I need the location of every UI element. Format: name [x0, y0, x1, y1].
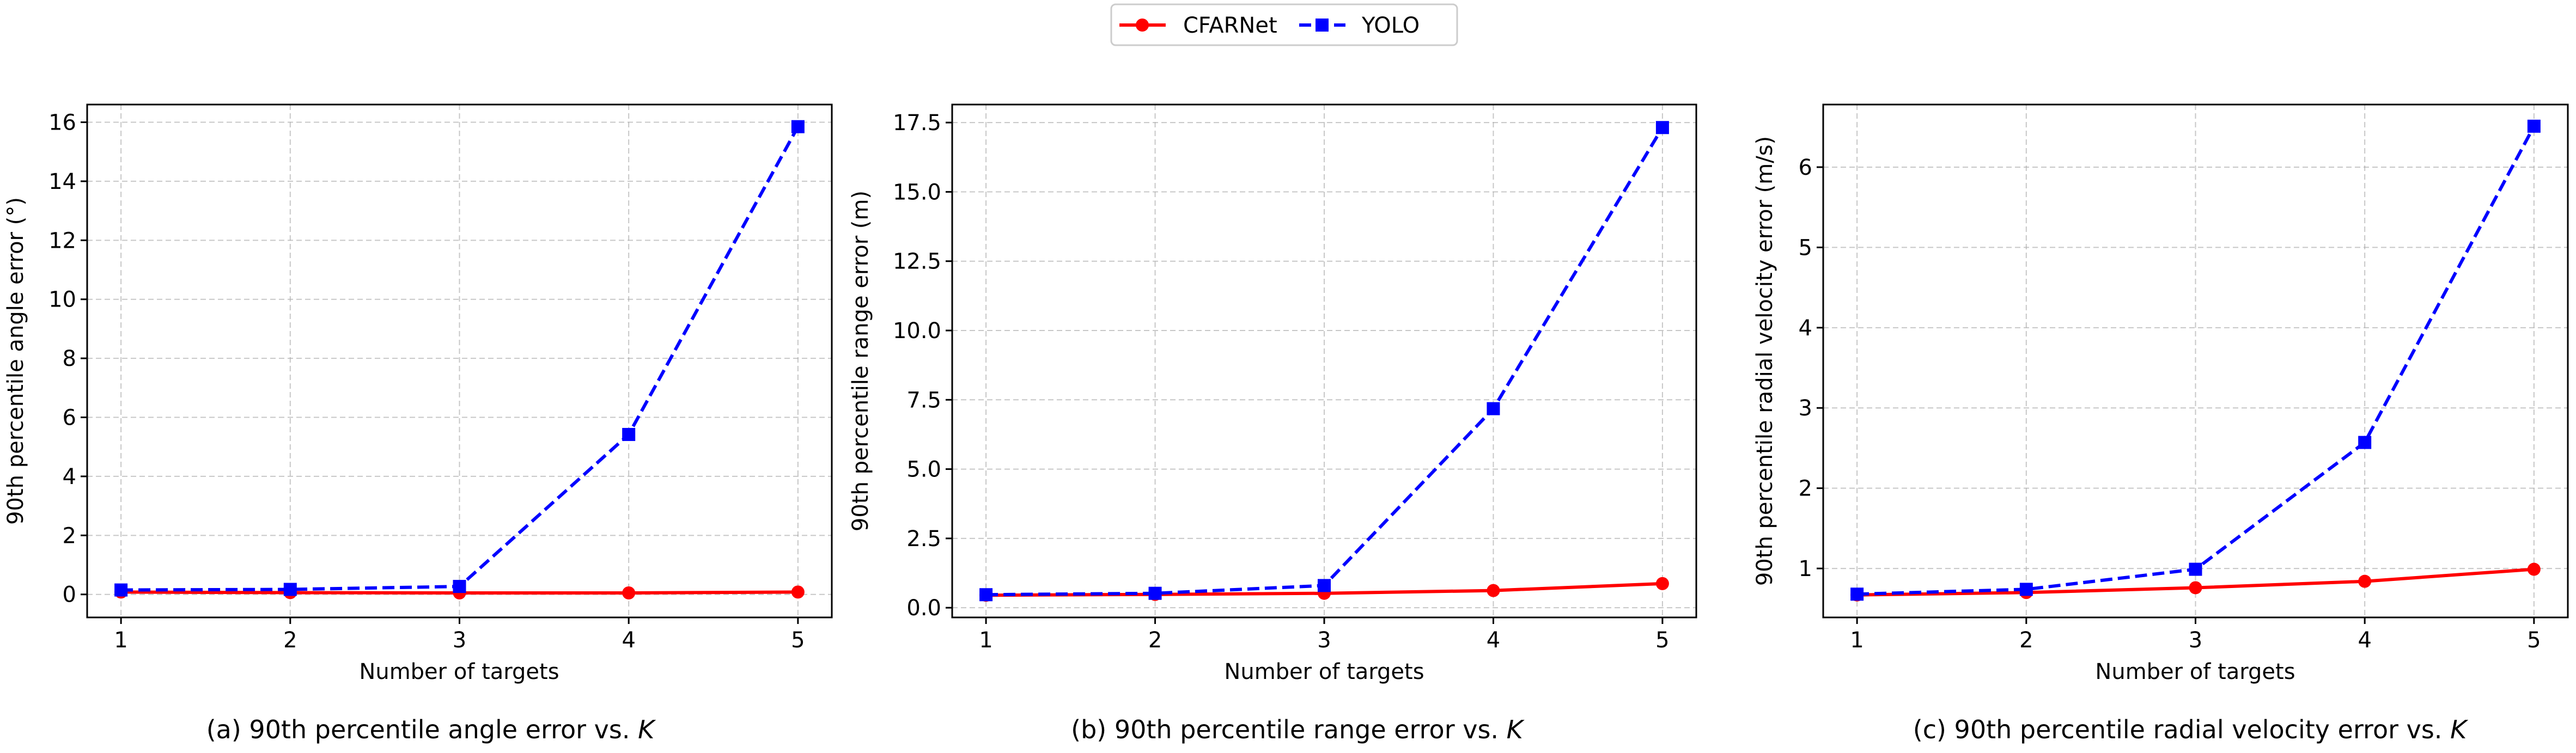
panel-a-ylabel: 90th percentile angle error (°): [3, 197, 28, 525]
panel-a-xtick-label: 4: [622, 628, 635, 653]
panel-b-yolo-point: [1655, 121, 1669, 134]
panel-a-marks: [114, 120, 805, 600]
legend-cfarnet-marker: [1136, 19, 1149, 32]
panel-a-caption-text: (a) 90th percentile angle error vs.: [206, 715, 638, 744]
panel-a-yolo-point: [114, 583, 128, 597]
panel-c-ytick-label: 3: [1799, 396, 1812, 421]
panel-a-cfarnet-point: [622, 586, 636, 600]
panel-b-xtick-label: 2: [1148, 628, 1162, 653]
panel-b-yolo-point: [979, 588, 993, 602]
panel-a-xtick-label: 2: [283, 628, 297, 653]
panel-b-caption-var: K: [1507, 715, 1525, 744]
panel-b-yolo-point: [1487, 402, 1500, 415]
panel-c-yolo-point: [2019, 583, 2033, 596]
panel-c-xtick-label: 5: [2527, 628, 2541, 653]
legend: CFARNet YOLO: [1110, 3, 1458, 46]
panel-b-ytick-label: 10.0: [893, 319, 941, 344]
legend-yolo-marker: [1316, 19, 1329, 32]
panel-b-ytick-label: 0.0: [906, 596, 941, 621]
panel-b-ytick-label: 2.5: [906, 527, 941, 552]
panel-c-caption-var: K: [2450, 715, 2469, 744]
panel-c-velocity-error: 1 2 3 4 5 1 2 3 4 5 6 90th percentile radial veloc…: [1752, 103, 2569, 744]
panel-c-marks: [1850, 119, 2541, 602]
panel-b-ylabel: 90th percentile range error (m): [848, 191, 873, 531]
panel-a-yolo-point: [283, 583, 297, 596]
panel-a-ytick-label: 6: [63, 406, 76, 431]
panel-c-axes-frame: [1822, 103, 2569, 619]
panel-b-ytick-label: 12.5: [893, 249, 941, 274]
panel-a-ytick-label: 8: [63, 346, 76, 371]
panel-b-ytick-label: 5.0: [906, 457, 941, 482]
panel-a-caption: (a) 90th percentile angle error vs. K: [206, 715, 656, 744]
panel-b-ytick-label: 7.5: [906, 388, 941, 413]
panel-a-ytick-label: 10: [48, 287, 76, 313]
panel-c-caption: (c) 90th percentile radial velocity erro…: [1913, 715, 2469, 744]
panel-b-cfarnet-point: [1487, 584, 1500, 597]
panel-c-grid: [1823, 105, 2568, 617]
panel-c-cfarnet-point: [2189, 581, 2202, 595]
panel-b-grid: [952, 105, 1696, 617]
panel-c-ytick-label: 5: [1799, 235, 1812, 260]
panel-c-yolo-point: [2358, 436, 2372, 449]
panel-c-xtick-label: 2: [2019, 628, 2033, 653]
legend-frame: [1110, 3, 1458, 46]
panel-a-ytick-label: 12: [48, 228, 76, 253]
panel-a-ytick-label: 4: [63, 464, 76, 489]
panel-b-ytick-label: 17.5: [893, 111, 941, 136]
panel-a-xtick-label: 1: [114, 628, 127, 653]
panel-c-ytick-label: 1: [1799, 556, 1812, 581]
panel-c-ytick-label: 2: [1799, 476, 1812, 501]
panel-a-yolo-point: [453, 580, 466, 593]
panel-a-axes-frame: [86, 103, 833, 619]
panel-a-yolo-point: [791, 120, 805, 133]
panel-b-ticks: 1 2 3 4 5 0.0 2.5 5.0 7.5 10.0 12.5 15.0 17.5: [893, 111, 1670, 653]
panel-b-xtick-label: 5: [1655, 628, 1669, 653]
panel-a-ytick-label: 14: [48, 169, 76, 194]
panel-a-grid: [87, 105, 832, 617]
panel-b-cfarnet-point: [1655, 577, 1669, 590]
panel-b-range-error: 1 2 3 4 5 0.0 2.5 5.0 7.5 10.0 12.5 15.0 17.5 90th p…: [848, 103, 1697, 744]
panel-b-caption: (b) 90th percentile range error vs. K: [1071, 715, 1525, 744]
panel-b-caption-text: (b) 90th percentile range error vs.: [1071, 715, 1507, 744]
panel-a-ytick-label: 0: [63, 583, 76, 608]
panel-a-ytick-label: 2: [63, 523, 76, 548]
panel-a-xtick-label: 5: [791, 628, 805, 653]
panel-c-ytick-label: 6: [1799, 155, 1812, 180]
panel-a-xlabel: Number of targets: [359, 659, 559, 684]
panel-c-ytick-label: 4: [1799, 316, 1812, 341]
panel-b-ytick-label: 15.0: [893, 180, 941, 205]
panel-b-marks: [979, 121, 1669, 602]
panel-c-ylabel: 90th percentile radial velocity error (m…: [1752, 136, 1777, 586]
panel-c-cfarnet-point: [2358, 574, 2372, 588]
panel-b-yolo-point: [1318, 579, 1331, 592]
panel-c-caption-text: (c) 90th percentile radial velocity erro…: [1913, 715, 2450, 744]
panel-c-yolo-point: [2527, 119, 2541, 133]
panel-a-xtick-label: 3: [453, 628, 466, 653]
panel-c-xtick-label: 3: [2189, 628, 2202, 653]
panel-a-yolo-point: [622, 427, 636, 441]
panel-c-yolo-point: [1850, 587, 1864, 601]
panel-a-caption-var: K: [638, 715, 656, 744]
panel-a-cfarnet-point: [791, 585, 805, 599]
panel-c-cfarnet-point: [2527, 562, 2541, 576]
panel-c-xtick-label: 4: [2358, 628, 2371, 653]
panel-c-ticks: 1 2 3 4 5 1 2 3 4 5 6: [1799, 155, 2541, 653]
panel-b-yolo-point: [1148, 586, 1162, 600]
legend-yolo-label: YOLO: [1361, 13, 1420, 38]
panel-c-xtick-label: 1: [1850, 628, 1864, 653]
panel-b-xtick-label: 3: [1317, 628, 1331, 653]
panel-b-xtick-label: 4: [1487, 628, 1500, 653]
panel-b-xtick-label: 1: [979, 628, 992, 653]
panel-c-yolo-point: [2189, 562, 2202, 576]
panel-c-xlabel: Number of targets: [2095, 659, 2295, 684]
panel-a-ytick-label: 16: [48, 111, 76, 136]
legend-cfarnet-label: CFARNet: [1183, 13, 1277, 38]
panel-b-axes-frame: [951, 103, 1697, 619]
panel-b-xlabel: Number of targets: [1224, 659, 1424, 684]
